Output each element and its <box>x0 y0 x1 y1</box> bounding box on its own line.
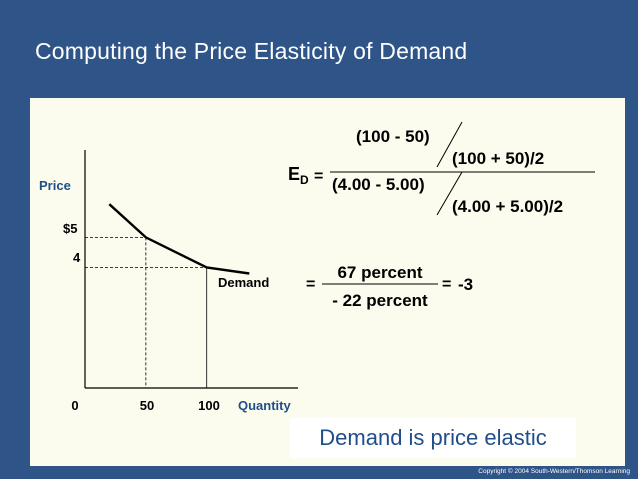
x-tick-label-50: 50 <box>140 398 154 413</box>
denominator-slash <box>436 171 463 216</box>
result-value: -3 <box>458 275 473 294</box>
numerator-bottom: (100 + 50)/2 <box>452 149 544 168</box>
numerator-top: (100 - 50) <box>356 127 430 146</box>
y-tick-label-5: $5 <box>63 221 77 236</box>
demand-curve <box>108 203 250 275</box>
copyright-text: Copyright © 2004 South-Western/Thomson L… <box>478 468 630 475</box>
x-axis-label: Quantity <box>238 398 291 413</box>
equation-lhs: ED <box>288 164 309 187</box>
fraction2-top: 67 percent <box>337 263 422 282</box>
numerator-slash <box>436 121 463 168</box>
equation2-equals: = <box>306 276 315 293</box>
y-axis-label: Price <box>39 178 71 193</box>
guide-lines <box>85 236 208 388</box>
x-tick-label-100: 100 <box>198 398 220 413</box>
y-tick-label-4: 4 <box>73 250 81 265</box>
equation3-equals: = <box>442 276 451 293</box>
content-panel <box>30 98 625 466</box>
slide-title: Computing the Price Elasticity of Demand <box>35 38 468 64</box>
elasticity-equation: ED = (100 - 50) (100 + 50)/2 (4.00 - 5.0… <box>288 121 595 310</box>
demand-series-label: Demand <box>218 275 269 290</box>
denominator-bottom: (4.00 + 5.00)/2 <box>452 197 563 216</box>
x-tick-label-0: 0 <box>71 398 78 413</box>
conclusion-box: Demand is price elastic <box>290 418 576 458</box>
equation-equals: = <box>314 168 323 185</box>
denominator-top: (4.00 - 5.00) <box>332 175 425 194</box>
fraction2-bottom: - 22 percent <box>332 291 428 310</box>
